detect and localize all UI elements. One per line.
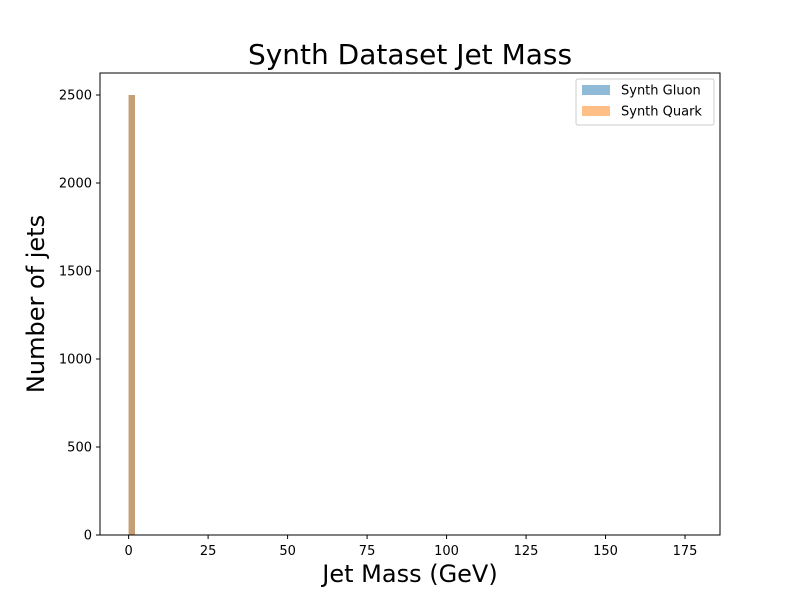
x-tick-label: 175 — [673, 544, 698, 559]
x-tick-label: 25 — [200, 544, 217, 559]
legend-items: Synth Gluon Synth Quark — [582, 84, 702, 120]
y-tick-label: 2500 — [59, 89, 92, 104]
x-tick-label: 50 — [279, 544, 296, 559]
legend-label: Synth Gluon — [621, 84, 701, 99]
legend-swatch — [582, 106, 610, 116]
legend-swatch — [582, 85, 610, 95]
x-tick-label: 150 — [593, 544, 618, 559]
y-tick-label: 500 — [67, 441, 92, 456]
y-axis: 0 500 1000 1500 2000 2500 — [59, 89, 100, 544]
bar-1-0 — [128, 95, 135, 535]
chart-title: Synth Dataset Jet Mass — [248, 38, 572, 71]
y-tick-label: 2000 — [59, 177, 92, 192]
y-axis-label: Number of jets — [22, 215, 50, 393]
x-tick-label: 125 — [514, 544, 539, 559]
x-tick-label: 100 — [434, 544, 459, 559]
legend-box — [575, 78, 715, 126]
plot-area-frame — [99, 72, 721, 536]
y-tick-label: 0 — [84, 529, 92, 544]
y-tick-label: 1000 — [59, 353, 92, 368]
bars-layer — [128, 95, 135, 535]
x-tick-label: 0 — [124, 544, 132, 559]
legend-label: Synth Quark — [621, 105, 702, 120]
x-tick-label: 75 — [359, 544, 376, 559]
y-tick-label: 1500 — [59, 265, 92, 280]
x-axis-label: Jet Mass (GeV) — [320, 560, 497, 588]
x-axis: 0 25 50 75 100 125 150 175 — [124, 535, 697, 559]
legend: Synth Gluon Synth Quark — [575, 78, 715, 126]
